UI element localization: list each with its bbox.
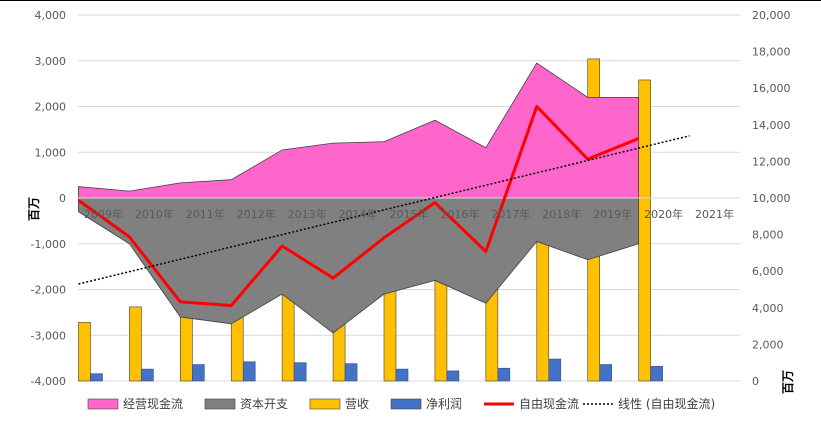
bar: [242, 361, 256, 382]
bar: [638, 79, 651, 382]
x-axis-tick-label: 2014年: [339, 207, 378, 221]
right-axis-tick-label: 14,000: [752, 119, 791, 132]
legend: 经营现金流 资本开支 营收 净利润 自由现金流 线性 (自由现金流): [87, 396, 715, 411]
bar: [141, 368, 154, 382]
free-cash-flow-line: [77, 105, 640, 308]
left-axis-tick-label: -1,000: [31, 238, 66, 251]
x-axis-tick-label: 2019年: [593, 207, 632, 221]
left-axis-tick-label: 3,000: [35, 55, 67, 68]
x-axis-tick-label: 2013年: [288, 207, 327, 221]
legend-label: 资本开支: [240, 397, 288, 411]
right-axis-tick-label: 4,000: [752, 302, 784, 315]
bar: [90, 373, 103, 382]
x-axis-tick-label: 2011年: [186, 207, 225, 221]
lines: [77, 105, 690, 308]
x-axis-tick-label: 2009年: [84, 207, 123, 221]
right-axis-tick-label: 6,000: [752, 265, 784, 278]
area-operating-cash-flow: [78, 62, 640, 199]
left-axis-tick-label: 0: [59, 192, 66, 205]
x-axis-tick-label: 2020年: [644, 207, 683, 221]
legend-label: 线性 (自由现金流): [618, 396, 715, 411]
x-axis-tick-label: 2012年: [237, 207, 276, 221]
x-axis-tick-label: 2016年: [440, 207, 479, 221]
bar: [78, 322, 91, 382]
right-axis-tick-label: 18,000: [752, 46, 791, 59]
trendline: [78, 135, 690, 285]
legend-label: 净利润: [426, 397, 462, 411]
legend-swatch: [390, 398, 422, 410]
right-axis-tick-label: 8,000: [752, 229, 784, 242]
bar: [548, 358, 562, 382]
x-axis-tick-label: 2021年: [695, 207, 734, 221]
left-axis-tick-label: -4,000: [31, 375, 66, 388]
legend-swatch: [309, 398, 341, 410]
left-axis-tick-label: 4,000: [35, 9, 67, 22]
bar: [192, 364, 205, 382]
left-axis-tick-label: -2,000: [31, 284, 66, 297]
bar: [293, 362, 307, 382]
left-axis-tick-label: -3,000: [31, 329, 66, 342]
bar: [344, 363, 358, 382]
left-axis-unit: 百万: [27, 197, 41, 221]
legend-swatch: [87, 398, 119, 410]
right-axis-tick-label: 10,000: [752, 192, 791, 205]
x-axis-tick-label: 2010年: [135, 207, 174, 221]
bar: [395, 368, 409, 382]
legend-label: 自由现金流: [519, 396, 579, 411]
bar: [446, 370, 460, 382]
left-axis-tick-label: 1,000: [35, 146, 67, 159]
legend-label: 营收: [345, 397, 369, 411]
right-axis-unit: 百万: [781, 370, 795, 394]
right-axis-tick-label: 16,000: [752, 82, 791, 95]
bar: [497, 367, 511, 382]
x-axis-tick-label: 2018年: [542, 207, 581, 221]
right-axis-tick-label: 12,000: [752, 155, 791, 168]
right-axis-tick-label: 2,000: [752, 338, 784, 351]
right-axis-ticks: 20,000 18,000 16,000 14,000 12,000 10,000 8,00…: [752, 9, 791, 388]
bar: [650, 366, 663, 382]
legend-swatch: [204, 398, 236, 410]
bar: [129, 306, 142, 382]
x-axis-ticks: 2009年 2010年 2011年 2012年 2013年 2014年 2015年 2016年…: [84, 207, 734, 221]
right-axis-tick-label: 20,000: [752, 9, 791, 22]
x-axis-tick-label: 2017年: [491, 207, 530, 221]
bar: [599, 364, 612, 382]
areas: [78, 62, 640, 334]
legend-label: 经营现金流: [123, 396, 183, 411]
left-axis-ticks: 4,000 3,000 2,000 1,000 0 -1,000 -2,000 -3,000 -…: [31, 9, 66, 388]
x-axis-tick-label: 2015年: [390, 207, 429, 221]
right-axis-tick-label: 0: [752, 375, 759, 388]
left-axis-tick-label: 2,000: [35, 101, 67, 114]
